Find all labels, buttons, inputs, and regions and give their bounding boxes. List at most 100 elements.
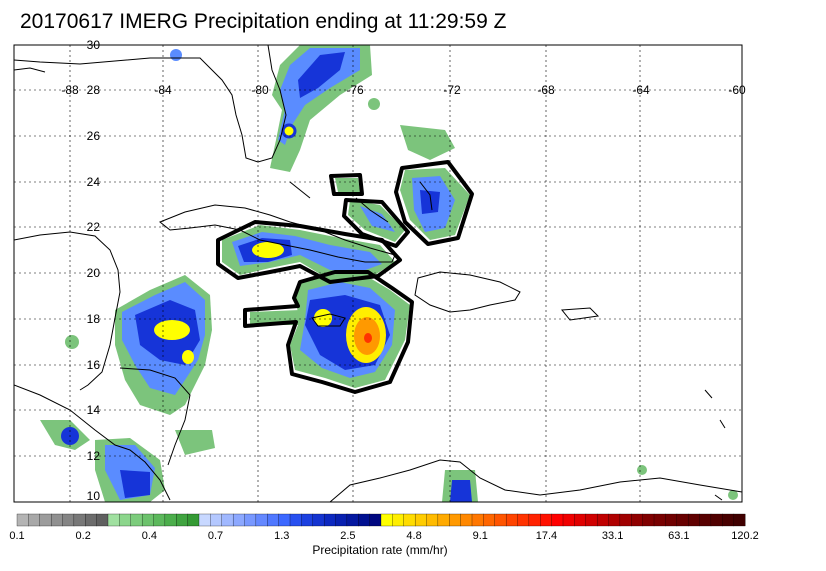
outline-jamaica <box>243 270 414 394</box>
colorbar-tick-label: 33.1 <box>601 530 624 542</box>
colorbar-swatch <box>187 513 200 527</box>
coast-bahamas-1 <box>289 181 311 199</box>
colorbar-swatch <box>369 513 382 527</box>
colorbar-swatch <box>335 513 348 527</box>
colorbar-swatch <box>380 513 393 527</box>
colorbar-swatch <box>153 513 166 527</box>
colorbar-swatch <box>346 513 359 527</box>
precip-cuba-yellow <box>252 242 284 258</box>
lat-label: 16 <box>87 358 101 372</box>
coast-jamaica <box>311 313 346 327</box>
lat-label: 10 <box>87 489 101 503</box>
precip-small-2 <box>368 98 380 110</box>
colorbar-swatch <box>62 513 75 527</box>
colorbar <box>16 513 746 527</box>
coast-bahamas-2 <box>355 197 389 223</box>
precip-bahamas-ne <box>400 125 455 160</box>
colorbar-swatch <box>676 513 689 527</box>
colorbar-tick-label: 63.1 <box>668 530 690 542</box>
colorbar-swatch <box>210 513 223 527</box>
outline-bahamas-e <box>394 160 474 246</box>
colorbar-swatch <box>699 513 712 527</box>
colorbar-swatch <box>631 513 644 527</box>
colorbar-swatch <box>16 513 29 527</box>
colorbar-swatch <box>585 513 598 527</box>
precip-central-bahamas-core <box>360 206 395 232</box>
colorbar-swatch <box>221 513 234 527</box>
lat-labels: 30 28 26 24 22 20 18 16 14 12 10 <box>87 38 101 503</box>
map-content <box>14 45 742 502</box>
coast-yucatan <box>14 231 121 391</box>
colorbar-tick-label: 0.2 <box>75 530 91 542</box>
colorbar-swatch <box>414 513 427 527</box>
lat-label: 18 <box>87 312 101 326</box>
colorbar-swatch <box>164 513 177 527</box>
colorbar-swatch <box>323 513 336 527</box>
coast-colombia <box>329 459 742 502</box>
colorbar-swatch <box>733 513 746 527</box>
precip-small-4 <box>65 335 79 349</box>
precip-colombia-core <box>450 480 472 502</box>
colorbar-swatch <box>540 513 553 527</box>
colorbar-tick-label: 9.1 <box>472 530 488 542</box>
colorbar-swatch <box>176 513 189 527</box>
precip-layer <box>40 45 738 502</box>
colorbar-swatch <box>483 513 496 527</box>
lon-label: -64 <box>632 83 650 97</box>
colorbar-swatch <box>73 513 86 527</box>
lat-label: 12 <box>87 449 101 463</box>
lat-label: 24 <box>87 175 101 189</box>
colorbar-swatch <box>403 513 416 527</box>
coast-lesser-antilles <box>704 389 726 501</box>
lon-label: -68 <box>537 83 555 97</box>
colorbar-swatch <box>119 513 132 527</box>
colorbar-swatch <box>392 513 405 527</box>
lat-label: 30 <box>87 38 101 52</box>
precip-bahamas-e-dark <box>420 190 440 214</box>
colorbar-swatch <box>289 513 302 527</box>
colorbar-swatch <box>449 513 462 527</box>
colorbar-swatch <box>596 513 609 527</box>
colorbar-swatch <box>665 513 678 527</box>
colorbar-tick-label: 17.4 <box>535 530 558 542</box>
colorbar-swatch <box>50 513 63 527</box>
colorbar-swatch <box>551 513 564 527</box>
colorbar-swatch <box>198 513 211 527</box>
colorbar-tick-label: 2.5 <box>340 530 356 542</box>
colorbar-swatch <box>107 513 120 527</box>
lat-label: 14 <box>87 403 101 417</box>
colorbar-swatch <box>426 513 439 527</box>
colorbar-swatch <box>301 513 314 527</box>
colorbar-swatch <box>574 513 587 527</box>
colorbar-swatch <box>244 513 257 527</box>
colorbar-tick-label: 0.1 <box>9 530 25 542</box>
lon-label: -80 <box>251 83 269 97</box>
colorbar-swatch <box>562 513 575 527</box>
precip-costa-rica <box>175 430 215 455</box>
map-frame <box>13 44 743 503</box>
colorbar-swatch <box>471 513 484 527</box>
colorbar-swatch <box>653 513 666 527</box>
colorbar-swatch <box>437 513 450 527</box>
lat-label: 28 <box>87 83 101 97</box>
precip-ca-yellow-1 <box>154 320 190 340</box>
graticule <box>14 45 742 502</box>
coast-honduras <box>119 367 191 466</box>
lat-label: 26 <box>87 129 101 143</box>
colorbar-swatch <box>312 513 325 527</box>
coast-bahamas-3 <box>419 181 433 211</box>
coast-hispaniola <box>414 271 521 313</box>
precip-florida-core <box>278 48 360 145</box>
colorbar-swatch <box>687 513 700 527</box>
outline-layer <box>216 160 474 394</box>
colorbar-swatch <box>619 513 632 527</box>
lon-label: -84 <box>154 83 172 97</box>
colorbar-swatch <box>358 513 371 527</box>
colorbar-swatch <box>278 513 291 527</box>
precip-small-6 <box>728 490 738 500</box>
colorbar-swatch <box>608 513 621 527</box>
colorbar-swatch <box>39 513 52 527</box>
colorbar-swatch <box>130 513 143 527</box>
outline-central-bahamas <box>342 198 410 248</box>
